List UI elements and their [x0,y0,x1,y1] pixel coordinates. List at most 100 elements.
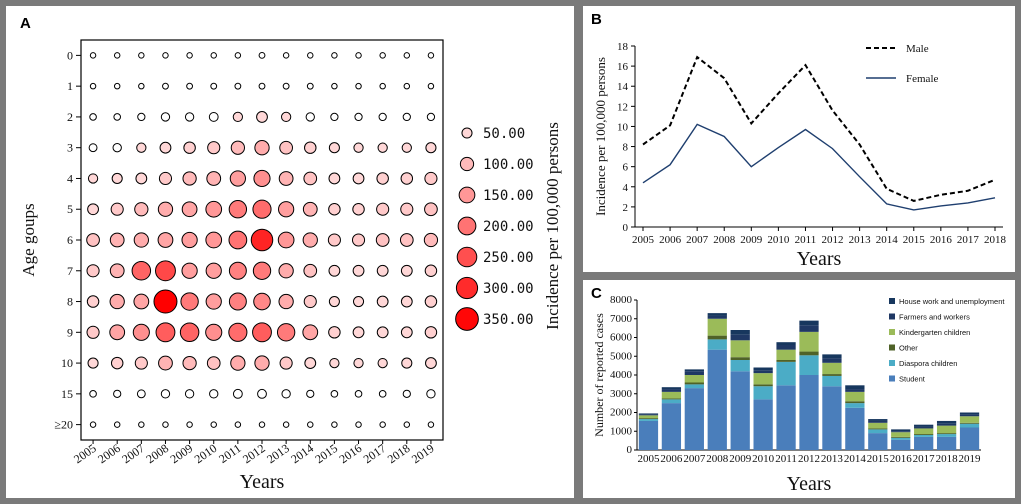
y-tick-label: 15 [61,387,73,401]
bubble [424,326,438,339]
bubble [133,293,150,310]
y-tick-label: 0 [67,48,73,62]
bubble [424,202,438,217]
bar-segment [936,423,957,426]
bar-segment [959,422,980,424]
bubble [132,323,150,341]
bubble [228,200,248,219]
bar-segment [959,427,980,450]
bubble [186,421,193,428]
bubble [135,172,148,185]
bubble [253,169,271,188]
bar-segment [707,349,727,450]
x-tick-label: 2014 [876,234,899,246]
size-legend-label: 250.00 [483,250,534,266]
bubble [401,357,413,369]
bubble [205,323,223,341]
bubble [355,421,362,428]
bubble [427,421,435,428]
size-legend-label: 100.00 [483,157,534,173]
bubble [305,112,315,122]
y-tick-label: 7000 [610,313,633,325]
bar-segment [638,420,659,450]
bubble [86,325,100,339]
x-tick-label: 2017 [913,453,936,465]
bubble [281,111,292,123]
bubble [110,356,124,370]
panel-c: C 0 1000 2000 3000 4000 5000 6000 7000 8000 2005 20… [583,280,1015,498]
bubble [403,52,411,59]
x-tick-label: 2012 [240,441,268,466]
bubble [232,111,244,123]
bubble [252,199,272,219]
bubble [184,112,195,122]
bubble [109,263,125,279]
x-tick-label: 2015 [867,453,890,465]
bar-segment [684,384,704,389]
x-tick-label: 2019 [409,441,437,466]
bubble [87,357,99,369]
x-tick-label: 2013 [849,234,872,246]
bar-segment [868,428,888,430]
y-tick-label: 1 [67,79,73,93]
bubble [206,356,221,370]
bubble [302,201,318,217]
size-legend-label: 350.00 [483,312,534,328]
panel-a: A 0 1 2 3 4 5 6 7 8 9 10 15 ≥20 2005 2006 2007 2008 2009 20… [6,6,574,498]
bubble [258,421,266,428]
bubble [109,324,126,341]
bubble [302,324,319,341]
bubble [354,112,363,122]
bubble [279,356,293,370]
bubble [376,202,390,216]
x-axis-title: Years [797,248,842,270]
legend-label: Diaspora children [899,359,957,368]
bubble [159,141,172,154]
y-tick-label: 5000 [610,350,633,362]
bar-segment [753,370,773,374]
bubble [281,389,291,399]
bubble [228,230,248,250]
y-tick-label: 1000 [610,425,633,437]
bubble [208,112,219,122]
bar-segment [959,414,980,417]
bubble [400,264,413,277]
size-legend-bubble [455,276,479,300]
y-tick-label: 3000 [610,388,633,400]
bubble [330,112,339,122]
bar-segment [753,384,773,387]
bubble [160,389,171,399]
bubble [89,113,97,121]
bubble [234,52,242,59]
bubble [112,143,122,153]
bar-segment [822,354,842,359]
bar-segment [730,360,750,372]
y-tick-label: 3 [67,141,73,155]
bar-segment [684,388,704,450]
series-line-male [642,55,996,202]
bubble [210,82,218,90]
bar-segment [822,358,842,363]
bubble [86,264,100,278]
x-tick-label: 2008 [713,234,736,246]
bubble [230,140,245,155]
bubble [378,390,387,398]
legend-swatch [889,298,895,304]
bubble [155,260,176,282]
bubble [257,388,267,399]
bar-segment [914,424,934,427]
bubble [278,293,294,310]
bar-segment [936,434,957,437]
bubble [210,52,217,59]
x-tick-label: 2012 [798,453,820,465]
bubble [277,231,295,249]
bubble [328,264,341,277]
bar-segment [753,386,773,400]
bubble [376,295,389,308]
bar-segment [799,375,819,450]
bubble [234,82,242,90]
bar-segment [776,385,796,450]
bar-segment [707,339,727,350]
bubble [376,326,389,339]
bar-segment [707,313,727,316]
